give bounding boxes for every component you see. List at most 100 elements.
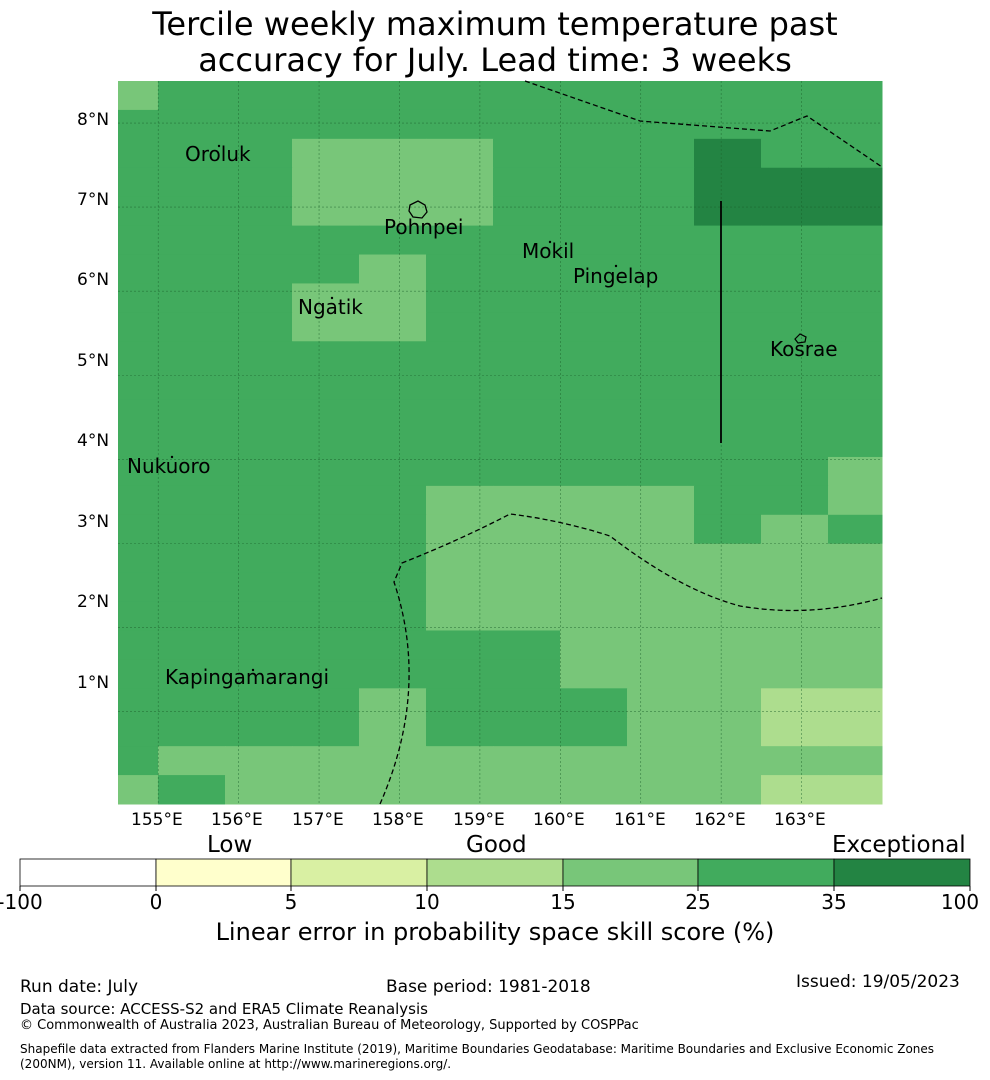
skill-cell bbox=[118, 283, 159, 313]
skill-cell bbox=[158, 254, 226, 284]
skill-cell bbox=[828, 514, 883, 545]
skill-cell bbox=[359, 283, 427, 313]
skill-cell bbox=[694, 341, 762, 371]
skill-cell bbox=[694, 109, 762, 140]
skill-cell bbox=[627, 572, 695, 603]
skill-cell bbox=[292, 775, 360, 805]
colorbar-level-low: Low bbox=[207, 832, 253, 858]
skill-cell bbox=[426, 225, 494, 256]
eez-boundary-north bbox=[524, 80, 883, 168]
skill-cell bbox=[292, 138, 360, 169]
skill-cell bbox=[694, 456, 762, 487]
skill-cell bbox=[694, 601, 762, 631]
colorbar-tick-15: 15 bbox=[550, 890, 576, 914]
pingelap-atoll bbox=[614, 264, 618, 268]
skill-cell bbox=[225, 428, 293, 458]
skill-cell bbox=[560, 543, 628, 574]
colorbar-label: Linear error in probability space skill … bbox=[215, 918, 775, 946]
nukuoro-atoll bbox=[170, 455, 174, 459]
skill-cell bbox=[560, 225, 628, 256]
skill-cell bbox=[627, 514, 695, 545]
skill-cell bbox=[158, 514, 226, 545]
skill-cell bbox=[493, 775, 561, 805]
skill-cell bbox=[118, 601, 159, 631]
colorbar-level-exceptional: Exceptional bbox=[832, 832, 966, 858]
ngatik-atoll bbox=[330, 296, 334, 300]
skill-cell bbox=[158, 283, 226, 313]
skill-cell bbox=[292, 746, 360, 776]
skill-cell bbox=[118, 138, 159, 169]
data-source: Data source: ACCESS-S2 and ERA5 Climate … bbox=[20, 1000, 428, 1018]
colorbar-tick-5: 5 bbox=[284, 890, 298, 914]
skill-cell bbox=[158, 109, 226, 140]
skill-cell bbox=[158, 717, 226, 747]
skill-cell bbox=[225, 601, 293, 631]
skill-cell bbox=[225, 485, 293, 516]
skill-cell bbox=[359, 775, 427, 805]
skill-cell bbox=[426, 775, 494, 805]
skill-cell bbox=[828, 688, 883, 718]
skill-cell bbox=[118, 370, 159, 400]
place-kosrae: Kosrae bbox=[770, 337, 838, 361]
skill-cell bbox=[158, 341, 226, 371]
skill-cell bbox=[292, 370, 360, 400]
skill-cell bbox=[225, 572, 293, 603]
skill-cell bbox=[828, 746, 883, 776]
skill-cell bbox=[761, 601, 829, 631]
skill-cell bbox=[359, 167, 427, 198]
colorbar-segment bbox=[426, 858, 564, 887]
lon-tick-156e: 156°E bbox=[211, 810, 263, 830]
skill-cell bbox=[158, 659, 226, 689]
skill-cell bbox=[426, 312, 494, 342]
skill-cell bbox=[493, 601, 561, 631]
skill-cell bbox=[225, 370, 293, 400]
skill-cell bbox=[359, 688, 427, 718]
skill-cell bbox=[493, 485, 561, 516]
skill-cell bbox=[292, 543, 360, 574]
skill-cell bbox=[828, 399, 883, 429]
skill-cell bbox=[694, 225, 762, 256]
skill-cell bbox=[225, 399, 293, 429]
skill-cell bbox=[118, 196, 159, 227]
skill-cell bbox=[493, 514, 561, 545]
graticule bbox=[118, 81, 882, 804]
skill-cell bbox=[694, 688, 762, 718]
skill-cell bbox=[292, 225, 360, 256]
skill-cell bbox=[761, 775, 829, 805]
skill-cell bbox=[828, 543, 883, 574]
skill-cell bbox=[828, 341, 883, 371]
skill-cell bbox=[761, 717, 829, 747]
skill-cell bbox=[292, 167, 360, 198]
colorbar bbox=[19, 858, 971, 891]
mokil-atoll bbox=[548, 240, 552, 244]
skill-cell bbox=[225, 341, 293, 371]
skill-cell bbox=[426, 370, 494, 400]
skill-cell bbox=[694, 717, 762, 747]
skill-cell bbox=[627, 775, 695, 805]
skill-cell bbox=[560, 370, 628, 400]
skill-cell bbox=[158, 572, 226, 603]
skill-cell bbox=[560, 399, 628, 429]
skill-cell bbox=[828, 196, 883, 227]
skill-cell bbox=[828, 225, 883, 256]
skill-cell bbox=[158, 370, 226, 400]
skill-cell bbox=[560, 746, 628, 776]
skill-cell bbox=[493, 138, 561, 169]
colorbar-tick-35: 35 bbox=[821, 890, 847, 914]
skill-cell bbox=[225, 514, 293, 545]
place-kapingamarangi: Kapingamarangi bbox=[165, 665, 330, 689]
skill-cell bbox=[560, 312, 628, 342]
skill-cell bbox=[426, 746, 494, 776]
skill-cell bbox=[359, 254, 427, 284]
skill-cell bbox=[627, 81, 695, 111]
skill-cell bbox=[828, 81, 883, 111]
skill-cell bbox=[158, 138, 226, 169]
place-ngatik: Ngatik bbox=[298, 295, 363, 319]
skill-cell bbox=[225, 630, 293, 660]
skill-cell bbox=[828, 572, 883, 603]
skill-cell bbox=[627, 717, 695, 747]
title-line-1: Tercile weekly maximum temperature past bbox=[152, 5, 838, 43]
skill-cell bbox=[359, 659, 427, 689]
skill-cell bbox=[761, 109, 829, 140]
skill-cell bbox=[118, 485, 159, 516]
